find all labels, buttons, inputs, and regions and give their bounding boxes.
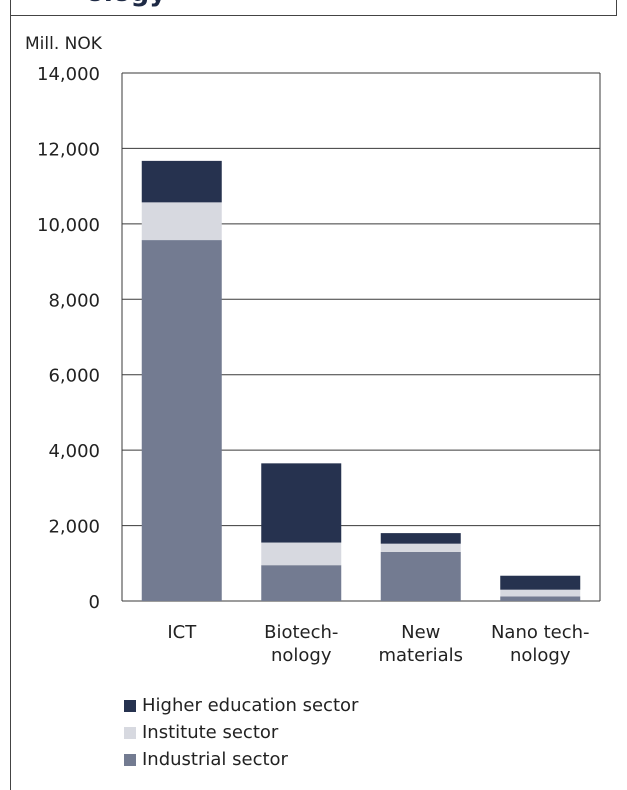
x-tick-label: nology	[510, 645, 571, 666]
legend-swatch	[124, 699, 136, 712]
chart-legend: Higher education sector Institute sector I…	[124, 692, 358, 773]
bar-segment-industrial-sector	[380, 551, 461, 601]
bar-segment-industrial-sector	[141, 240, 222, 601]
x-tick-label: Nano tech-	[491, 622, 590, 643]
bar-segment-higher-education-sector	[500, 575, 581, 590]
bar-chart: 0 2,000 4,000 6,000 8,000 10,000 12,000 14,000 I…	[37, 64, 601, 666]
x-tick-label: New	[401, 622, 440, 643]
legend-label: Higher education sector	[142, 695, 359, 716]
bar-segment-institute-sector	[141, 202, 222, 241]
legend-label: Industrial sector	[142, 749, 288, 770]
x-tick-label: materials	[378, 645, 463, 666]
legend-label: Institute sector	[142, 722, 279, 743]
legend-item: Higher education sector	[124, 692, 358, 719]
bar-segment-higher-education-sector	[261, 463, 342, 543]
bar-segment-higher-education-sector	[380, 533, 461, 544]
y-tick-label: 14,000	[37, 64, 100, 85]
bar-segment-institute-sector	[261, 542, 342, 566]
x-tick-label: Biotech-	[264, 622, 338, 643]
bar-segment-institute-sector	[380, 543, 461, 552]
legend-swatch	[124, 726, 136, 739]
y-axis-unit-label: Mill. NOK	[25, 34, 102, 54]
legend-item: Institute sector	[124, 719, 358, 746]
y-tick-label: 12,000	[37, 139, 100, 160]
legend-swatch	[124, 753, 136, 766]
y-tick-label: 6,000	[48, 366, 100, 387]
bar-segment-higher-education-sector	[141, 160, 222, 203]
x-tick-label: ICT	[167, 622, 197, 643]
y-tick-label: 8,000	[48, 290, 100, 311]
frame-right-border	[616, 0, 617, 16]
x-tick-label: nology	[271, 645, 332, 666]
bar-segment-industrial-sector	[500, 596, 581, 601]
y-tick-label: 10,000	[37, 215, 100, 236]
y-tick-label: 0	[89, 592, 100, 613]
chart-title-fragment: ology	[86, 0, 166, 8]
y-tick-label: 2,000	[48, 517, 100, 538]
frame-left-border	[10, 0, 11, 790]
frame-top-border	[10, 15, 617, 16]
legend-item: Industrial sector	[124, 746, 358, 773]
bar-segment-institute-sector	[500, 589, 581, 597]
bar-segment-industrial-sector	[261, 565, 342, 601]
y-tick-label: 4,000	[48, 441, 100, 462]
